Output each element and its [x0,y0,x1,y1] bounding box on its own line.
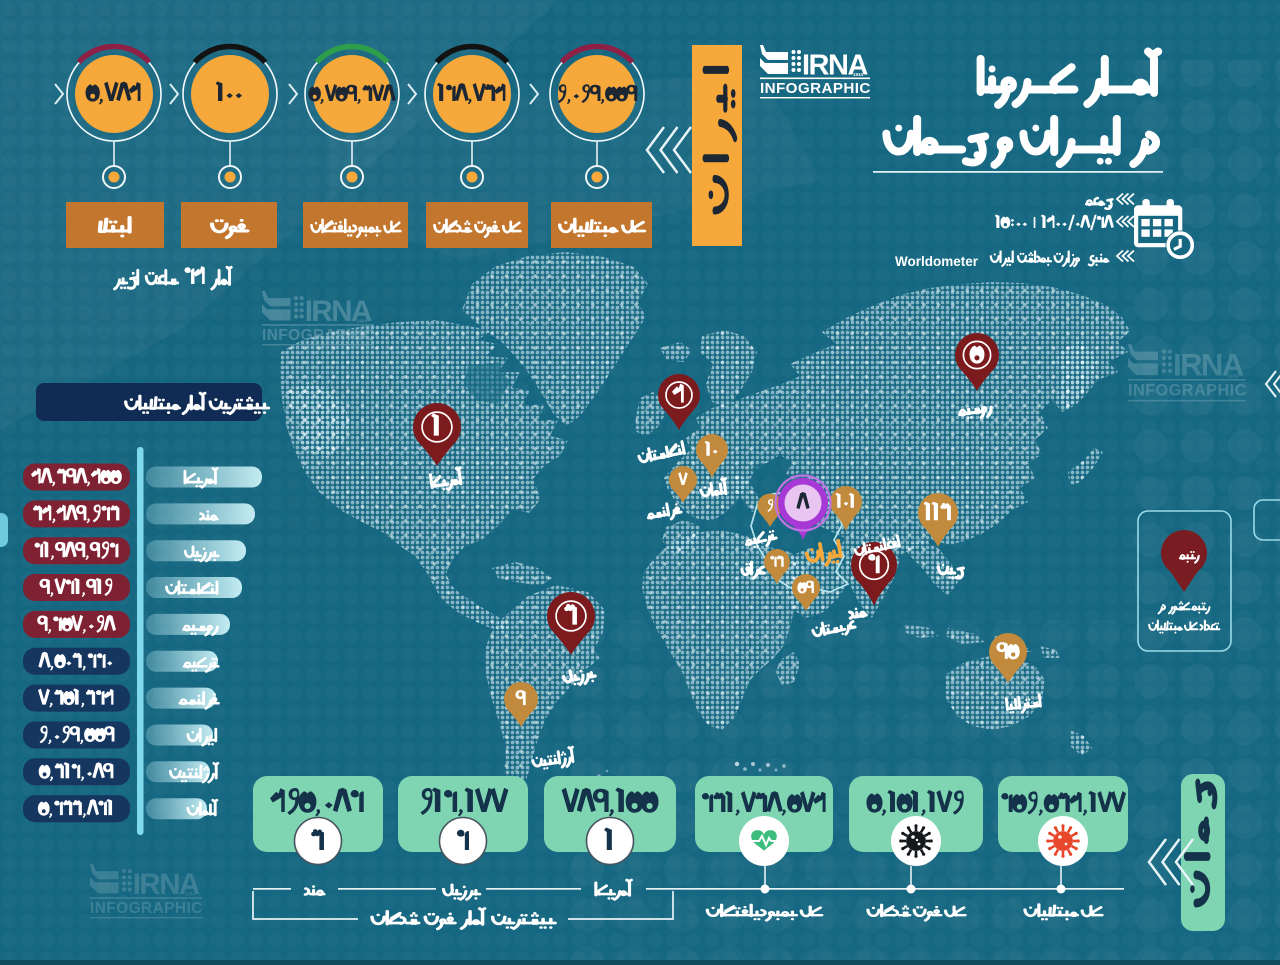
svg-text:IRNA: IRNA [133,868,200,901]
svg-text:INFOGRAPHIC: INFOGRAPHIC [262,327,375,344]
svg-text:1934: 1934 [185,892,196,897]
svg-text:1934: 1934 [357,319,368,324]
svg-text:IRNA: IRNA [305,295,372,328]
svg-text:INFOGRAPHIC: INFOGRAPHIC [760,80,871,97]
svg-text:INFOGRAPHIC: INFOGRAPHIC [90,900,203,917]
svg-text:IRNA: IRNA [802,50,868,82]
svg-text:IRNA: IRNA [1173,348,1244,383]
svg-text:1934: 1934 [1228,373,1239,379]
svg-text:INFOGRAPHIC: INFOGRAPHIC [1128,382,1247,400]
svg-text:1934: 1934 [853,72,864,77]
svg-text:Worldometer: Worldometer [895,254,979,269]
